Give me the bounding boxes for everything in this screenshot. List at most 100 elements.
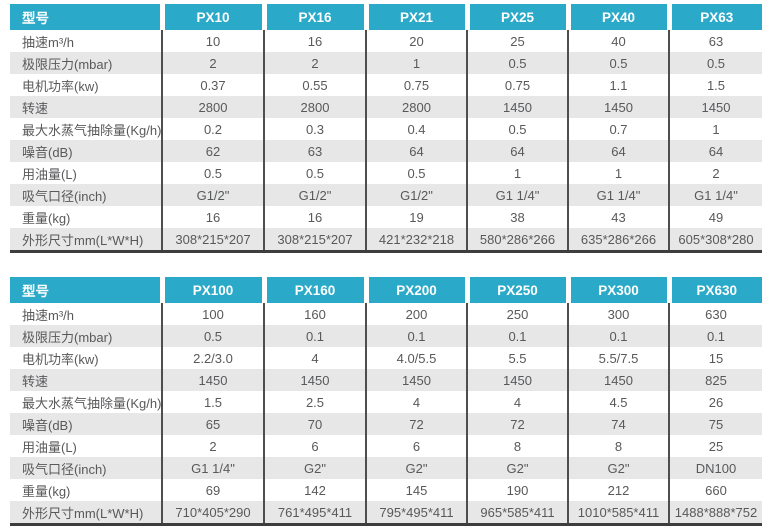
spec-value: 16 bbox=[263, 30, 366, 52]
model-column-header: 型号 bbox=[10, 277, 162, 303]
spec-value: 1450 bbox=[567, 369, 669, 391]
spec-value: 72 bbox=[365, 413, 467, 435]
spec-value: 2 bbox=[161, 435, 264, 457]
row-label: 外形尺寸mm(L*W*H) bbox=[10, 228, 162, 252]
row-label: 噪音(dB) bbox=[10, 413, 162, 435]
spec-value: 4 bbox=[466, 391, 568, 413]
model-header-px16: PX16 bbox=[261, 4, 366, 30]
spec-value: 190 bbox=[466, 479, 568, 501]
spec-value: G2" bbox=[466, 457, 568, 479]
row-label: 电机功率(kw) bbox=[22, 78, 99, 94]
spec-value: 142 bbox=[263, 479, 366, 501]
header-row: 型号 PX10 PX16 PX21 PX25 PX40 PX63 bbox=[10, 4, 762, 30]
spec-value: 62 bbox=[161, 140, 264, 162]
model-header-px40: PX40 bbox=[565, 4, 669, 30]
spec-value: 5.5/7.5 bbox=[567, 347, 669, 369]
spec-value: 1 bbox=[365, 52, 467, 74]
spec-value: G2" bbox=[567, 457, 669, 479]
spec-value: 1450 bbox=[263, 369, 366, 391]
model-header-px160: PX160 bbox=[261, 277, 366, 303]
row-label: 极限压力(mbar) bbox=[10, 52, 162, 74]
model-header-px300: PX300 bbox=[565, 277, 669, 303]
spec-value: 145 bbox=[365, 479, 467, 501]
spec-value: 630 bbox=[668, 303, 762, 325]
spec-value: 63 bbox=[668, 30, 762, 52]
spec-value: 1010*585*411 bbox=[567, 501, 669, 525]
spec-row: 电机功率(kw) 2.2/3.0 4 4.0/5.5 5.5 5.5/7.5 15 bbox=[10, 347, 762, 369]
spec-table-px10-px63: 型号 PX10 PX16 PX21 PX25 PX40 PX63 抽速m³/h 10 16 20 25… bbox=[10, 4, 762, 253]
spec-value: G1 1/4" bbox=[668, 184, 762, 206]
spec-table-px100-px630: 型号 PX100 PX160 PX200 PX250 PX300 PX630 抽速m³/h 10… bbox=[10, 277, 762, 526]
model-header-px100: PX100 bbox=[159, 277, 264, 303]
spec-value: 0.75 bbox=[466, 74, 568, 96]
row-label: 最大水蒸气抽除量(Kg/h) bbox=[22, 122, 162, 138]
spec-row: 电机功率(kw) 0.37 0.55 0.75 0.75 1.1 1.5 bbox=[10, 74, 762, 96]
spec-value: 49 bbox=[668, 206, 762, 228]
spec-value: 1450 bbox=[466, 369, 568, 391]
spec-value: 64 bbox=[668, 140, 762, 162]
spec-value: G1 1/4" bbox=[161, 457, 264, 479]
spec-value: 0.37 bbox=[161, 74, 264, 96]
row-label: 转速 bbox=[10, 96, 162, 118]
spec-value: 70 bbox=[263, 413, 366, 435]
model-header-px250: PX250 bbox=[464, 277, 568, 303]
spec-value: 0.2 bbox=[161, 118, 264, 140]
spec-value: 0.55 bbox=[263, 74, 366, 96]
spec-value: 0.5 bbox=[466, 52, 568, 74]
spec-value: 0.5 bbox=[466, 118, 568, 140]
spec-value: 1.5 bbox=[161, 391, 264, 413]
spec-value: 795*495*411 bbox=[365, 501, 467, 525]
spec-value: 10 bbox=[161, 30, 264, 52]
row-label: 重量(kg) bbox=[22, 483, 71, 499]
spec-value: 69 bbox=[161, 479, 264, 501]
spec-value: 1450 bbox=[161, 369, 264, 391]
spec-row: 吸气口径(inch) G1/2" G1/2" G1/2" G1 1/4" G1 1/4" G… bbox=[10, 184, 762, 206]
spec-row: 用油量(L) 0.5 0.5 0.5 1 1 2 bbox=[10, 162, 762, 184]
spec-value: 0.5 bbox=[567, 52, 669, 74]
spec-value: 825 bbox=[668, 369, 762, 391]
row-label: 抽速m³/h bbox=[22, 34, 75, 50]
spec-value: 26 bbox=[668, 391, 762, 413]
spec-value: 16 bbox=[263, 206, 366, 228]
spec-value: 300 bbox=[567, 303, 669, 325]
spec-row: 最大水蒸气抽除量(Kg/h) 0.2 0.3 0.4 0.5 0.7 1 bbox=[10, 118, 762, 140]
spec-value: 200 bbox=[365, 303, 467, 325]
row-label: 重量(kg) bbox=[22, 210, 71, 226]
model-header-px630: PX630 bbox=[666, 277, 762, 303]
spec-value: 0.5 bbox=[365, 162, 467, 184]
spec-value: 1 bbox=[466, 162, 568, 184]
spec-value: 63 bbox=[263, 140, 366, 162]
row-label: 用油量(L) bbox=[22, 166, 77, 182]
spec-value: G1/2" bbox=[161, 184, 264, 206]
spec-value: 1450 bbox=[567, 96, 669, 118]
spec-value: 1 bbox=[668, 118, 762, 140]
spec-value: 580*286*266 bbox=[466, 228, 568, 252]
spec-value: 160 bbox=[263, 303, 366, 325]
header-row: 型号 PX100 PX160 PX200 PX250 PX300 PX630 bbox=[10, 277, 762, 303]
spec-value: 965*585*411 bbox=[466, 501, 568, 525]
spec-value: 0.4 bbox=[365, 118, 467, 140]
spec-value: 710*405*290 bbox=[161, 501, 264, 525]
spec-value: 212 bbox=[567, 479, 669, 501]
row-label: 外形尺寸mm(L*W*H) bbox=[10, 501, 162, 525]
model-header-px200: PX200 bbox=[363, 277, 467, 303]
spec-value: 2 bbox=[668, 162, 762, 184]
spec-row: 抽速m³/h 10 16 20 25 40 63 bbox=[10, 30, 762, 52]
spec-value: 4.5 bbox=[567, 391, 669, 413]
spec-value: 19 bbox=[365, 206, 467, 228]
spec-row: 噪音(dB) 62 63 64 64 64 64 bbox=[10, 140, 762, 162]
spec-value: 0.3 bbox=[263, 118, 366, 140]
spec-row: 外形尺寸mm(L*W*H) 710*405*290 761*495*411 795*4… bbox=[10, 501, 762, 525]
spec-value: 25 bbox=[668, 435, 762, 457]
spec-value: 74 bbox=[567, 413, 669, 435]
spec-row: 噪音(dB) 65 70 72 72 74 75 bbox=[10, 413, 762, 435]
spec-value: 635*286*266 bbox=[567, 228, 669, 252]
spec-value: 761*495*411 bbox=[263, 501, 366, 525]
spec-value: 5.5 bbox=[466, 347, 568, 369]
model-header-px63: PX63 bbox=[666, 4, 762, 30]
spec-value: 2800 bbox=[365, 96, 467, 118]
spec-value: 25 bbox=[466, 30, 568, 52]
model-header-px25: PX25 bbox=[464, 4, 568, 30]
spec-value: 1488*888*752 bbox=[668, 501, 762, 525]
